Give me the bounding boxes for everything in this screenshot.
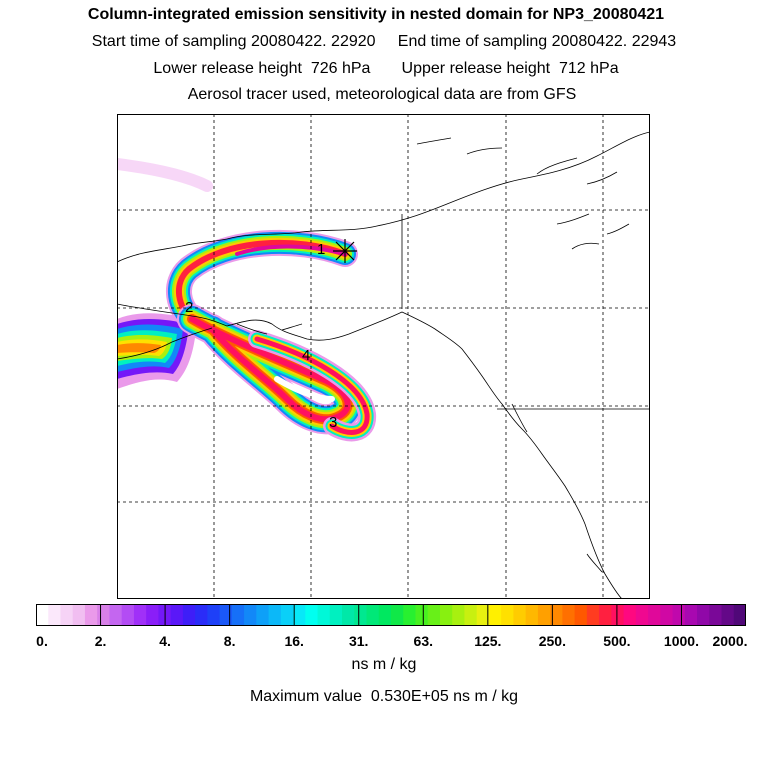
color-scale-swatch — [464, 604, 478, 626]
color-scale-swatch — [109, 604, 123, 626]
color-scale-swatch — [427, 604, 441, 626]
faint-plume — [117, 158, 213, 192]
color-scale-tick-label: 2. — [94, 633, 107, 649]
color-scale-swatch — [635, 604, 649, 626]
plume-west-outflow — [117, 313, 197, 389]
color-scale-swatch — [121, 604, 135, 626]
color-scale-border — [36, 604, 746, 626]
marker-4: 4 — [302, 347, 310, 364]
color-scale-swatch — [231, 604, 245, 626]
color-scale-swatch — [60, 604, 74, 626]
color-scale-swatch — [84, 604, 98, 626]
color-scale-tick-label: 125. — [474, 633, 502, 649]
color-scale-swatch — [623, 604, 637, 626]
color-scale-swatch — [415, 604, 429, 626]
color-scale-swatch — [501, 604, 514, 626]
color-scale-swatch — [317, 604, 331, 626]
color-scale-swatch — [574, 604, 588, 626]
marker-3: 3 — [329, 414, 337, 431]
color-scale-swatch — [697, 604, 710, 626]
color-scale-swatch — [648, 604, 661, 626]
color-scale-swatch — [599, 604, 612, 626]
color-scale-swatch — [562, 604, 576, 626]
color-scale-swatch — [182, 604, 196, 626]
color-scale-swatch — [452, 604, 465, 626]
color-scale-tick-label: 1000. — [663, 633, 699, 649]
plume-northern-arc — [165, 229, 358, 332]
color-scale-swatch — [439, 604, 453, 626]
color-scale-swatch — [684, 604, 698, 626]
color-scale-swatch — [513, 604, 527, 626]
color-scale-swatch — [537, 604, 551, 626]
plume-southern-loop — [177, 304, 376, 442]
color-scale-swatch — [305, 604, 319, 626]
max-value-label: Maximum value 0.530E+05 ns m / kg — [249, 688, 519, 705]
color-scale-swatch — [342, 604, 355, 626]
color-scale-swatch — [36, 604, 49, 626]
coastlines — [117, 131, 650, 599]
color-scale-swatch — [660, 604, 674, 626]
color-scale-tick-label: 16. — [284, 633, 304, 649]
color-scale-swatch — [329, 604, 343, 626]
color-scale-swatch — [133, 604, 147, 626]
color-scale-swatch — [244, 604, 257, 626]
color-scale-swatch — [611, 604, 625, 626]
color-scale-tick-label: 500. — [603, 633, 631, 649]
color-scale-swatch — [146, 604, 159, 626]
marker-2: 2 — [185, 299, 193, 316]
color-scale-tick-label: 250. — [538, 633, 566, 649]
sampling-time-line: Start time of sampling 20080422. 22920 E… — [91, 33, 677, 50]
color-scale-bar — [36, 604, 746, 626]
sensitivity-map: 1 2 3 4 — [117, 114, 650, 599]
color-scale-swatch — [378, 604, 392, 626]
color-scale-swatch — [293, 604, 306, 626]
graticule — [117, 114, 650, 599]
color-scale-swatch — [672, 604, 686, 626]
color-scale-swatch — [48, 604, 61, 626]
release-height-line: Lower release height 726 hPa Upper relea… — [153, 60, 619, 77]
color-scale-swatch — [268, 604, 282, 626]
color-scale-swatch — [256, 604, 270, 626]
marker-1: 1 — [317, 241, 325, 258]
color-scale-tick-label: 0. — [36, 633, 48, 649]
color-scale-tick-label: 4. — [159, 633, 171, 649]
color-scale-swatch — [476, 604, 490, 626]
color-scale-swatch — [403, 604, 416, 626]
color-scale-swatch — [709, 604, 723, 626]
color-scale-swatch — [280, 604, 294, 626]
color-scale-swatch — [391, 604, 404, 626]
unit-label: ns m / kg — [351, 656, 417, 673]
color-scale-swatch — [721, 604, 735, 626]
color-scale-swatch — [72, 604, 86, 626]
color-scale-swatch — [219, 604, 233, 626]
color-scale-swatch — [366, 604, 380, 626]
color-scale-swatch — [170, 604, 184, 626]
color-scale-swatch — [550, 604, 563, 626]
color-scale-swatch — [97, 604, 110, 626]
color-scale-swatch — [488, 604, 502, 626]
color-scale-tick-label: 8. — [223, 633, 236, 649]
map-title: Column-integrated emission sensitivity i… — [87, 6, 665, 23]
color-scale-swatch — [207, 604, 221, 626]
color-scale-swatch — [586, 604, 600, 626]
color-scale-swatch — [733, 604, 746, 626]
asterisk-star-icon — [333, 239, 357, 263]
color-scale-swatch — [525, 604, 539, 626]
color-scale-tick-label: 31. — [348, 633, 369, 649]
color-scale-swatch — [354, 604, 368, 626]
color-scale-tick-label: 63. — [413, 633, 433, 649]
color-scale-swatch — [195, 604, 208, 626]
color-scale-tick-label: 2000. — [712, 633, 748, 649]
tracer-info-line: Aerosol tracer used, meteorological data… — [187, 86, 577, 103]
